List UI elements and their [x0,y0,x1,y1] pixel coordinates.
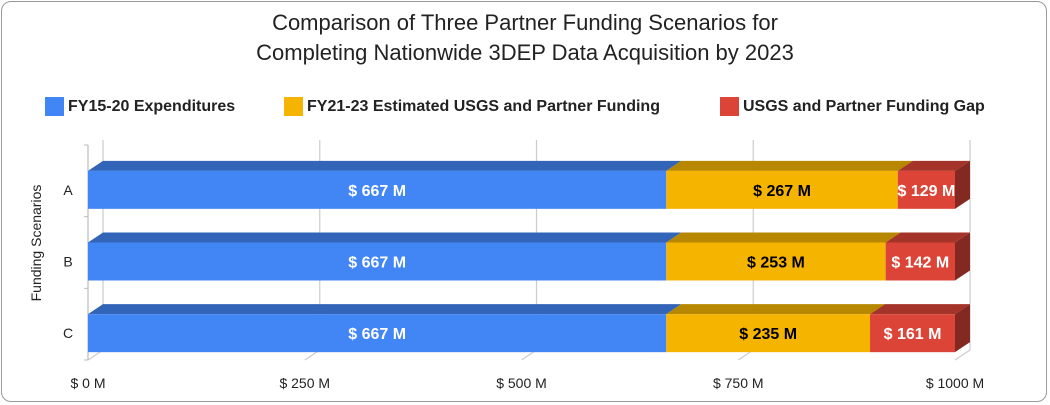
data-label: $ 667 M [348,255,406,272]
data-label: $ 667 M [348,183,406,200]
data-label: $ 161 M [884,326,942,343]
y-tick-label: A [63,182,73,198]
data-label: $ 142 M [891,255,949,272]
x-tick-label: $ 750 M [713,375,764,391]
data-label: $ 253 M [747,255,805,272]
legend-item-fy15-20: FY15-20 Expenditures [45,97,235,116]
bar-segment-c-1 [666,314,871,353]
bar-segment-a-0 [88,170,667,209]
data-label: $ 667 M [348,326,406,343]
legend-label: USGS and Partner Funding Gap [743,97,985,115]
legend-label: FY15-20 Expenditures [68,97,236,115]
bar-side-face [955,160,970,209]
bar-segment-c-0 [88,314,667,353]
y-tick-label: B [63,254,72,270]
x-tick-label: $ 1000 M [926,375,984,391]
bar-segment-b-1 [666,242,886,281]
bar-segment-b-0 [88,242,667,281]
legend-swatch [720,97,739,116]
bar-segment-b-2 [885,242,955,281]
bar-top-face [885,232,970,243]
bar-top-face [666,232,901,243]
bar-top-face [88,304,682,315]
bar-side-face [955,232,970,281]
bar-segment-a-1 [666,170,898,209]
chart-title-line-2: Completing Nationwide 3DEP Data Acquisit… [256,40,794,65]
legend-swatch [284,97,303,116]
y-tick-label: C [63,325,73,341]
floor-tick [954,349,971,361]
bar-top-face [88,232,682,243]
data-label: $ 235 M [739,326,797,343]
bar-top-face [666,304,886,315]
bar-top-face [870,304,970,315]
legend-item-funding-gap: USGS and Partner Funding Gap [720,97,985,116]
bar-top-face [88,160,682,171]
chart-title-line-1: Comparison of Three Partner Funding Scen… [272,10,778,35]
chart-title: Comparison of Three Partner Funding Scen… [0,8,1050,68]
bar-top-face [666,160,913,171]
bar-top-face [897,160,970,171]
bar-segment-a-2 [897,170,955,209]
bar-segment-c-2 [870,314,955,353]
x-tick-label: $ 250 M [279,375,330,391]
data-label: $ 129 M [897,183,955,200]
x-tick-label: $ 500 M [496,375,547,391]
legend-item-fy21-23: FY21-23 Estimated USGS and Partner Fundi… [284,97,660,116]
legend-label: FY21-23 Estimated USGS and Partner Fundi… [307,97,660,115]
bar-side-face [955,304,970,353]
data-label: $ 267 M [753,183,811,200]
y-axis-title: Funding Scenarios [28,185,44,302]
x-tick-label: $ 0 M [70,375,105,391]
legend-swatch [45,97,64,116]
